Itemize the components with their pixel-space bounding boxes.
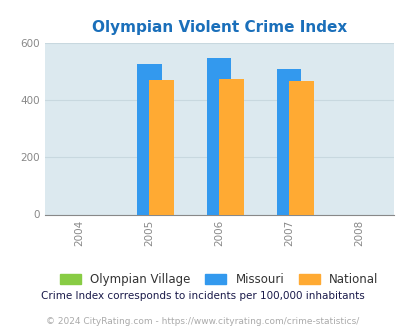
Text: Crime Index corresponds to incidents per 100,000 inhabitants: Crime Index corresponds to incidents per…	[41, 291, 364, 301]
Text: © 2024 CityRating.com - https://www.cityrating.com/crime-statistics/: © 2024 CityRating.com - https://www.city…	[46, 317, 359, 326]
Bar	[219, 79, 243, 214]
Title: Olympian Violent Crime Index: Olympian Violent Crime Index	[92, 20, 346, 35]
Bar	[288, 81, 313, 214]
Bar	[137, 64, 161, 214]
Bar	[207, 58, 231, 214]
Legend: Olympian Village, Missouri, National: Olympian Village, Missouri, National	[55, 268, 382, 291]
Bar	[276, 70, 301, 214]
Bar	[149, 81, 173, 214]
